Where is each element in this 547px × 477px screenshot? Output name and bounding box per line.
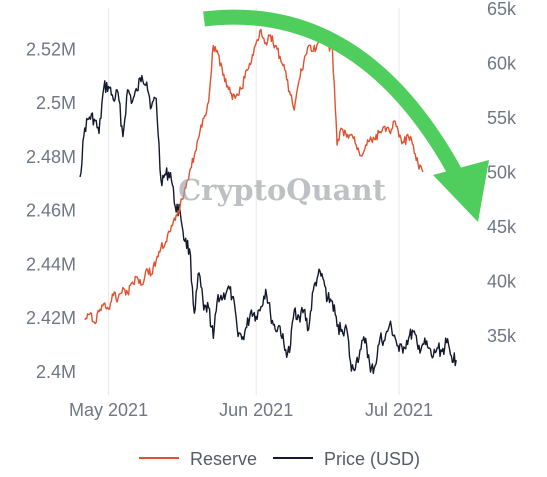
right-tick-label: 50k [487, 163, 517, 183]
left-tick-label: 2.42M [26, 308, 76, 328]
trend-arrow [203, 9, 489, 222]
x-tick-label: Jun 2021 [219, 400, 293, 420]
arrow-head [433, 160, 489, 222]
x-axis-ticks: May 2021 Jun 2021 Jul 2021 [69, 400, 433, 420]
left-tick-label: 2.52M [26, 39, 76, 59]
right-tick-label: 40k [487, 272, 517, 292]
legend: Reserve Price (USD) [139, 449, 420, 469]
left-tick-label: 2.5M [36, 93, 76, 113]
reserve-series-line [84, 28, 424, 325]
grid-lines [108, 8, 400, 395]
legend-label: Reserve [190, 449, 257, 469]
x-tick-label: May 2021 [69, 400, 148, 420]
x-tick-label: Jul 2021 [365, 400, 433, 420]
series-lines [79, 28, 457, 375]
legend-label: Price (USD) [324, 449, 420, 469]
arrow-shaft [203, 9, 462, 176]
right-tick-label: 35k [487, 326, 517, 346]
left-tick-label: 2.48M [26, 147, 76, 167]
right-tick-label: 65k [487, 0, 517, 19]
watermark: CryptoQuant [178, 173, 386, 207]
left-tick-label: 2.4M [36, 362, 76, 382]
left-tick-label: 2.46M [26, 201, 76, 221]
right-tick-label: 45k [487, 217, 517, 237]
right-tick-label: 60k [487, 54, 517, 74]
left-tick-label: 2.44M [26, 254, 76, 274]
price-series-line [79, 74, 457, 375]
right-tick-label: 55k [487, 108, 517, 128]
right-axis-ticks: 35k 40k 45k 50k 55k 60k 65k [487, 0, 517, 346]
left-axis-ticks: 2.4M 2.42M 2.44M 2.46M 2.48M 2.5M 2.52M [26, 39, 76, 382]
